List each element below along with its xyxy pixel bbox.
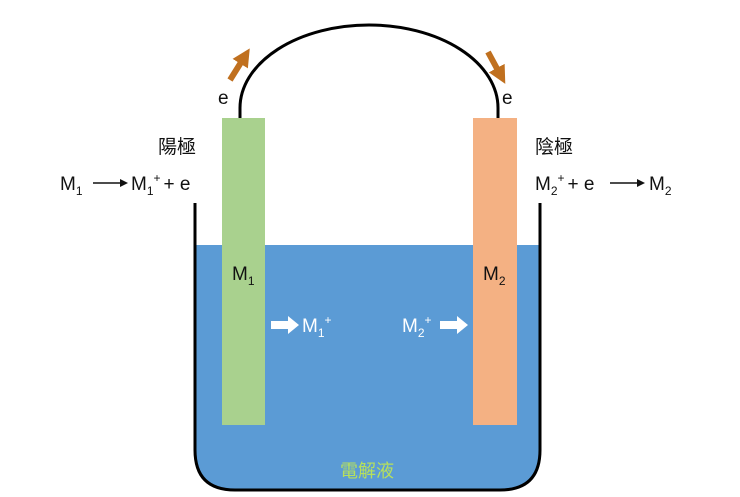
electron-label-left: e xyxy=(218,88,229,109)
ion-arrow-cathode xyxy=(440,316,468,334)
anode-electrode xyxy=(222,118,265,425)
anode-title: 陽極 xyxy=(158,136,196,158)
cathode-electrode-label: M2 xyxy=(483,264,506,288)
electrolyte xyxy=(195,245,540,490)
ion-arrow-anode xyxy=(271,316,299,334)
electrolyte-label: 電解液 xyxy=(340,461,394,481)
svg-text:M2++ e: M2+ + e xyxy=(535,171,594,198)
container-beaker xyxy=(193,203,542,492)
cathode-title: 陰極 xyxy=(535,136,573,158)
anode-reaction: M1 M1+ + e xyxy=(60,171,190,198)
svg-text:M2: M2 xyxy=(649,174,672,198)
electron-label-right: e xyxy=(502,88,513,109)
electron-flow-arrow-left xyxy=(227,48,250,82)
cathode-ion-label: M2+ xyxy=(402,313,432,340)
external-wire xyxy=(238,23,500,120)
anode-ion-label: M1+ xyxy=(302,313,332,340)
cathode-reaction: M2+ + e M2 xyxy=(535,171,672,198)
anode-electrode-label: M1 xyxy=(232,264,255,288)
svg-text:M1++ e: M1+ + e xyxy=(131,171,190,198)
electron-flow-arrow-right xyxy=(485,50,506,84)
cathode-electrode xyxy=(473,118,517,425)
svg-text:M1: M1 xyxy=(60,174,83,198)
